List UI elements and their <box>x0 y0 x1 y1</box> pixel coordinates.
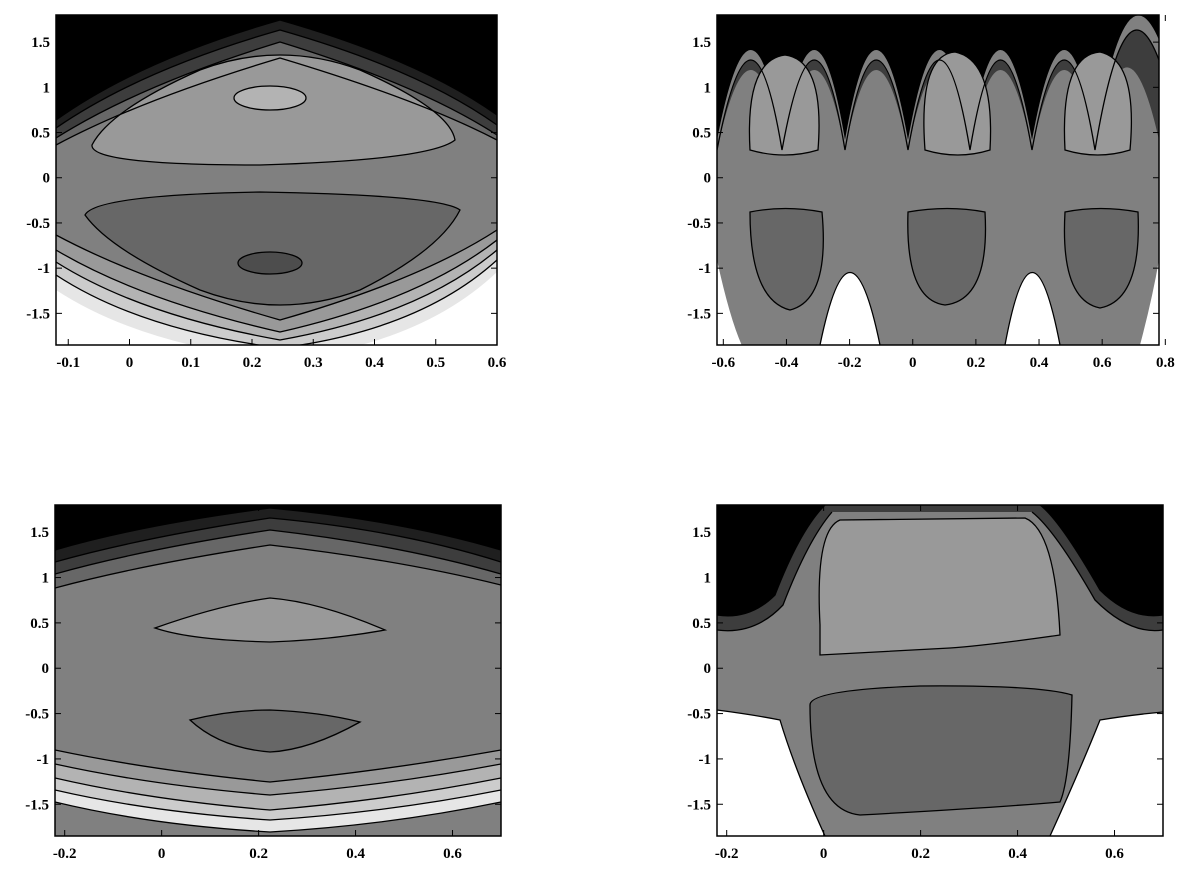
y-tick-label: 0.5 <box>692 126 711 142</box>
contour-plot-top-right: -0.6 -0.4 -0.2 0 0.2 0.4 0.6 0.8 -1.5 -1 -0.5 0 0.5 1… <box>687 14 1175 371</box>
x-tick-label: -0.4 <box>775 355 799 371</box>
x-tick-label: 0.6 <box>1105 846 1124 862</box>
x-tick-label: 0.3 <box>304 355 323 371</box>
y-tick-label: -1 <box>38 261 51 277</box>
y-tick-label: 0.5 <box>31 126 50 142</box>
y-tick-label: 0.5 <box>30 616 49 632</box>
plot-frame-top-right <box>716 14 1160 346</box>
y-tick-label: 1 <box>704 571 712 587</box>
x-tick-label: 0.2 <box>911 846 930 862</box>
axes-top-right: -0.6 -0.4 -0.2 0 0.2 0.4 0.6 0.8 -1.5 -1 -0.5 0 0.5 1… <box>687 15 1175 371</box>
x-tick-label: 0 <box>820 846 828 862</box>
plot-frame-bottom-right <box>716 504 1164 837</box>
y-tick-label: 0 <box>704 661 712 677</box>
y-tick-label: 1 <box>42 571 50 587</box>
panel-bottom-left: -0.2 0 0.2 0.4 0.6 -1.5 -1 -0.5 0 0.5 1 1.5 <box>0 490 520 877</box>
y-tick-label: 0 <box>704 171 712 187</box>
y-tick-label: -1 <box>699 261 712 277</box>
x-tick-label: 0.2 <box>243 355 262 371</box>
x-tick-label: -0.2 <box>838 355 862 371</box>
contour-lines-top-right <box>717 29 1159 345</box>
plot-frame-top-left <box>55 14 498 346</box>
y-tick-label: 0 <box>43 171 51 187</box>
x-tick-label: 0.5 <box>426 355 445 371</box>
y-tick-label: -1.5 <box>687 797 711 813</box>
x-tick-label: 0.6 <box>1093 355 1112 371</box>
y-tick-label: -0.5 <box>26 216 50 232</box>
contour-plot-bottom-left: -0.2 0 0.2 0.4 0.6 -1.5 -1 -0.5 0 0.5 1 1.5 <box>25 504 502 862</box>
plot-frame-bottom-left <box>54 504 502 837</box>
y-tick-label: 0.5 <box>692 616 711 632</box>
x-tick-label: 0 <box>909 355 917 371</box>
contour-fill-bottom-left <box>55 505 501 836</box>
x-tick-label: 0.4 <box>1008 846 1027 862</box>
x-tick-label: 0 <box>126 355 134 371</box>
x-tick-label: -0.6 <box>711 355 735 371</box>
panel-bottom-right: -0.2 0 0.2 0.4 0.6 -1.5 -1 -0.5 0 0.5 1 1.5 <box>660 490 1179 877</box>
y-tick-label: -0.5 <box>25 707 49 723</box>
x-tick-label: -0.1 <box>56 355 80 371</box>
y-tick-label: 1.5 <box>30 525 49 541</box>
contour-plot-bottom-right: -0.2 0 0.2 0.4 0.6 -1.5 -1 -0.5 0 0.5 1 1.5 <box>687 504 1164 862</box>
contour-lines-bottom-right <box>717 505 1163 836</box>
x-tick-label: 0 <box>158 846 166 862</box>
contour-lines-bottom-left <box>55 507 501 833</box>
panel-top-left: -0.1 0 0.1 0.2 0.3 0.4 0.5 0.6 -1.5 -1 -0.5 0 0.5 1 1.… <box>0 0 520 390</box>
panel-top-right: -0.6 -0.4 -0.2 0 0.2 0.4 0.6 0.8 -1.5 -1 -0.5 0 0.5 1… <box>660 0 1179 390</box>
y-tick-label: -1.5 <box>687 306 711 322</box>
contour-fill-top-left <box>56 15 497 345</box>
y-tick-label: -1.5 <box>26 306 50 322</box>
y-tick-label: 1 <box>43 80 51 96</box>
contour-fill-top-right <box>717 15 1159 345</box>
x-tick-label: 0.8 <box>1156 355 1175 371</box>
y-tick-label: -0.5 <box>687 216 711 232</box>
x-tick-label: -0.2 <box>715 846 739 862</box>
y-tick-label: 1.5 <box>31 35 50 51</box>
y-tick-label: -1 <box>37 752 50 768</box>
x-tick-label: 0.6 <box>488 355 507 371</box>
contour-lines-top-left <box>56 19 497 345</box>
x-tick-label: 0.1 <box>181 355 200 371</box>
x-tick-label: 0.4 <box>346 846 365 862</box>
axes-bottom-left: -0.2 0 0.2 0.4 0.6 -1.5 -1 -0.5 0 0.5 1 1.5 <box>25 505 501 862</box>
x-tick-label: -0.2 <box>53 846 77 862</box>
contour-plot-top-left: -0.1 0 0.1 0.2 0.3 0.4 0.5 0.6 -1.5 -1 -0.5 0 0.5 1 1.… <box>26 14 507 371</box>
x-tick-label: 0.4 <box>1030 355 1049 371</box>
y-tick-label: 1.5 <box>692 525 711 541</box>
x-tick-label: 0.4 <box>365 355 384 371</box>
axes-top-left: -0.1 0 0.1 0.2 0.3 0.4 0.5 0.6 -1.5 -1 -0.5 0 0.5 1 1.… <box>26 15 507 371</box>
axes-bottom-right: -0.2 0 0.2 0.4 0.6 -1.5 -1 -0.5 0 0.5 1 1.5 <box>687 505 1163 862</box>
y-tick-label: 0 <box>42 661 50 677</box>
x-tick-label: 0.2 <box>967 355 986 371</box>
x-tick-label: 0.6 <box>443 846 462 862</box>
y-tick-label: 1 <box>704 80 712 96</box>
y-tick-label: -1.5 <box>25 797 49 813</box>
y-tick-label: 1.5 <box>692 35 711 51</box>
x-tick-label: 0.2 <box>249 846 268 862</box>
contour-fill-bottom-right <box>717 505 1163 836</box>
y-tick-label: -1 <box>699 752 712 768</box>
y-tick-label: -0.5 <box>687 707 711 723</box>
